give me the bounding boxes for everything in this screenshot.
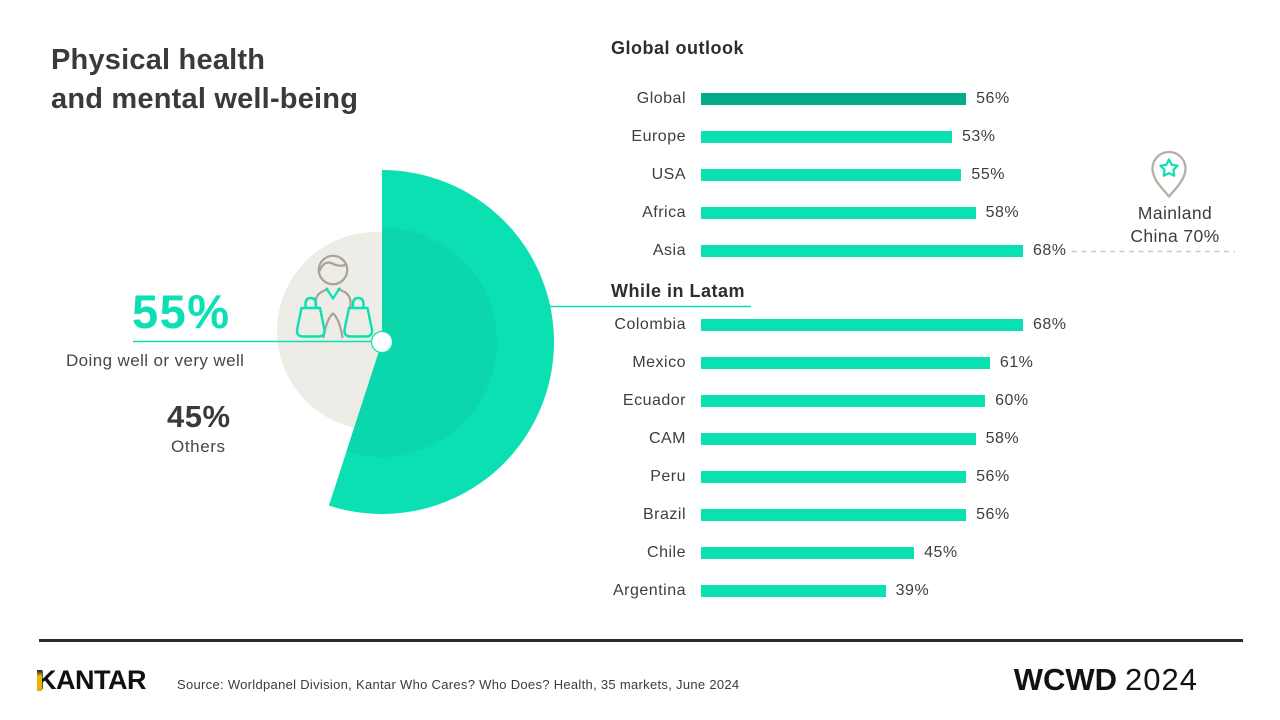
bar: [701, 93, 967, 105]
wcwd-logo: WCWD 2024: [1014, 662, 1198, 698]
china-annotation-line2: China 70%: [1130, 225, 1220, 246]
latam-chart: Colombia 68% Mexico 61% Ecuador 60% CAM 58% Peru…: [480, 306, 1067, 610]
pie-slice-inner-shade: [346, 227, 497, 457]
bar: [701, 245, 1023, 257]
pie-center-dot: [370, 330, 394, 354]
global-outlook-heading: Global outlook: [611, 38, 744, 58]
bar-row: Argentina 39%: [480, 572, 1067, 610]
bar: [701, 395, 986, 407]
bar: [701, 547, 915, 559]
bar-label: Peru: [650, 468, 686, 485]
bar-value: 39%: [895, 582, 930, 599]
bar-value: 56%: [976, 90, 1010, 107]
page-title: Physical health and mental well-being: [51, 41, 358, 119]
global-outlook-chart: Global 56% Europe 53% USA 55% Africa 58% Asia 68%: [480, 80, 1067, 270]
bar-label: Europe: [631, 128, 686, 145]
bar-row: Peru 56%: [480, 458, 1067, 496]
china-annotation-line1: Mainland: [1137, 203, 1213, 223]
vneck-icon: [325, 287, 341, 300]
shopper-head-icon: [317, 254, 349, 286]
bar-label: Global: [636, 90, 686, 107]
shopping-bags-icon: [295, 296, 374, 338]
bar: [701, 131, 952, 143]
bar-value: 68%: [1032, 316, 1067, 333]
bar-label: Asia: [652, 242, 686, 259]
page-title-line1: Physical health: [51, 44, 266, 76]
bar-row: USA 55%: [480, 156, 1067, 194]
bar-row: Brazil 56%: [480, 496, 1067, 534]
bar-value: 58%: [985, 430, 1020, 447]
bar-row: Colombia 68%: [480, 306, 1067, 344]
bar-value: 56%: [976, 468, 1010, 485]
page-title-line2: and mental well-being: [51, 83, 359, 115]
kantar-logo-text: KANTAR: [37, 665, 146, 695]
bar-label: CAM: [648, 430, 686, 447]
bar: [701, 207, 976, 219]
source-note: Source: Worldpanel Division, Kantar Who …: [177, 677, 740, 692]
kantar-logo: KANTAR: [37, 665, 146, 697]
bar-row: Europe 53%: [480, 118, 1067, 156]
bar: [701, 169, 962, 181]
bar-label: Africa: [642, 204, 686, 221]
pie-main-caption: Doing well or very well: [66, 351, 245, 370]
wcwd-logo-name: WCWD: [1013, 662, 1118, 697]
bar-label: Brazil: [642, 506, 686, 523]
pie-others-value: 45%: [167, 399, 231, 434]
bar-value: 68%: [1032, 242, 1067, 259]
china-annotation: Mainland China 70%: [1095, 202, 1255, 247]
bar-value: 55%: [971, 166, 1005, 183]
bar-value: 56%: [976, 506, 1010, 523]
bar-value: 45%: [924, 544, 958, 561]
bar-row: Ecuador 60%: [480, 382, 1067, 420]
bar-label: Chile: [647, 544, 686, 561]
bar: [701, 433, 976, 445]
bar-value: 61%: [999, 354, 1034, 371]
bar: [701, 509, 967, 521]
wcwd-logo-year: 2024: [1125, 662, 1198, 697]
bar-value: 53%: [961, 128, 996, 145]
bar-label: Argentina: [613, 582, 686, 599]
map-pin-star-icon: [1151, 150, 1187, 198]
bar-row: CAM 58%: [480, 420, 1067, 458]
bar: [701, 585, 886, 597]
pie-main-value: 55%: [132, 285, 231, 338]
bar-row: Mexico 61%: [480, 344, 1067, 382]
latam-heading: While in Latam: [611, 281, 746, 301]
bar-row: Asia 68%: [480, 232, 1067, 270]
bar: [701, 471, 967, 483]
bar-label: USA: [651, 166, 686, 183]
bar-label: Colombia: [614, 316, 686, 333]
pie-others-caption: Others: [171, 437, 226, 456]
bar-label: Ecuador: [622, 392, 686, 409]
footer-divider: [39, 639, 1243, 642]
bar-value: 60%: [995, 392, 1029, 409]
bar-row: Global 56%: [480, 80, 1067, 118]
bar-row: Africa 58%: [480, 194, 1067, 232]
bar: [701, 319, 1023, 331]
bar-label: Mexico: [632, 354, 686, 371]
bar: [701, 357, 990, 369]
kantar-logo-gold-stem: [37, 670, 42, 691]
bar-row: Chile 45%: [480, 534, 1067, 572]
bar-value: 58%: [985, 204, 1020, 221]
